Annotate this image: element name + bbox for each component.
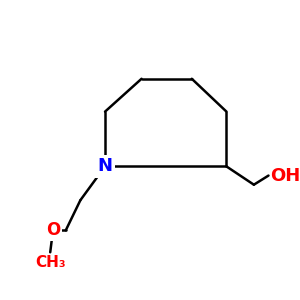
Text: CH₃: CH₃ (35, 255, 65, 270)
Text: OH: OH (270, 167, 300, 184)
Text: O: O (46, 221, 60, 239)
Text: N: N (98, 158, 112, 175)
